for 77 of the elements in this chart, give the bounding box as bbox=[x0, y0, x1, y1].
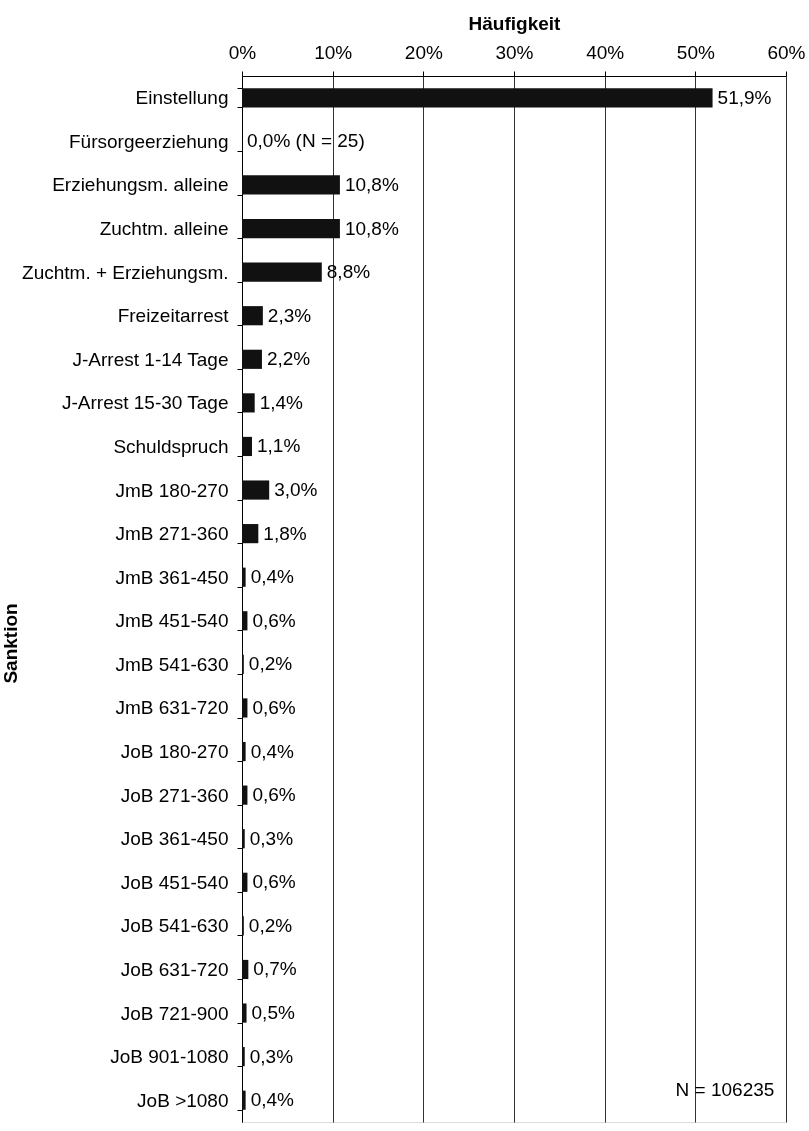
data-label: 0,6% bbox=[252, 784, 296, 806]
bar bbox=[242, 306, 263, 326]
data-label: 2,2% bbox=[266, 348, 311, 370]
x-tick-label: 50% bbox=[676, 41, 715, 63]
data-label: 0,7% bbox=[253, 958, 297, 980]
data-label: 0,5% bbox=[251, 1002, 295, 1024]
y-tick-label: JoB 271-360 bbox=[120, 784, 229, 806]
y-tick-label: J-Arrest 1-14 Tage bbox=[72, 348, 229, 370]
y-tick-label: Einstellung bbox=[135, 87, 229, 109]
data-label: 0,3% bbox=[249, 827, 294, 849]
data-label: 0,4% bbox=[250, 1089, 295, 1111]
data-label: 0,6% bbox=[252, 696, 296, 718]
bar bbox=[242, 959, 249, 980]
data-label: 3,0% bbox=[274, 479, 318, 501]
data-label: 0,3% bbox=[249, 1045, 294, 1067]
bar bbox=[242, 698, 248, 718]
y-tick-label: JmB 541-630 bbox=[115, 653, 229, 675]
y-tick-label: JmB 180-270 bbox=[115, 479, 229, 501]
y-tick-label: JoB 361-450 bbox=[120, 828, 229, 850]
y-tick-label: Zuchtm. + Erziehungsm. bbox=[22, 261, 229, 283]
bar bbox=[242, 1003, 247, 1023]
y-axis-title: Sanktion bbox=[0, 603, 21, 684]
x-tick-label: 20% bbox=[404, 41, 443, 63]
bar bbox=[242, 88, 713, 108]
y-tick-label: JmB 361-450 bbox=[115, 566, 229, 588]
y-tick-label: JoB >1080 bbox=[137, 1089, 229, 1111]
bar bbox=[242, 393, 255, 413]
bar bbox=[242, 524, 259, 544]
data-label: 0,6% bbox=[252, 609, 296, 631]
bar bbox=[242, 175, 340, 195]
y-tick-label: Freizeitarrest bbox=[117, 305, 230, 327]
bar bbox=[242, 785, 248, 805]
bar bbox=[242, 1047, 245, 1067]
y-tick-label: JoB 451-540 bbox=[120, 871, 229, 893]
y-tick-label: JoB 180-270 bbox=[120, 741, 229, 763]
bar bbox=[242, 872, 248, 892]
data-label: 0,2% bbox=[248, 914, 293, 936]
bar bbox=[242, 741, 246, 762]
y-tick-label: JmB 271-360 bbox=[115, 523, 229, 545]
bar bbox=[242, 1090, 246, 1110]
y-tick-label: JoB 721-900 bbox=[120, 1002, 229, 1024]
y-tick-label: JoB 631-720 bbox=[120, 958, 229, 980]
y-tick-label: JmB 451-540 bbox=[115, 610, 229, 632]
y-tick-label: Schuldspruch bbox=[113, 435, 229, 457]
data-label: 10,8% bbox=[344, 217, 399, 239]
y-tick-label: Erziehungsm. alleine bbox=[52, 174, 229, 196]
y-tick-label: Fürsorgeerziehung bbox=[69, 130, 229, 152]
bar bbox=[242, 436, 252, 457]
y-tick-label: Zuchtm. alleine bbox=[99, 218, 229, 240]
data-label: 0,4% bbox=[250, 740, 295, 762]
data-label: 10,8% bbox=[344, 173, 399, 195]
x-tick-label: 10% bbox=[314, 41, 353, 63]
data-label: 0,2% bbox=[248, 653, 293, 675]
data-label: 1,8% bbox=[263, 522, 307, 544]
y-tick-label: JmB 631-720 bbox=[115, 697, 229, 719]
y-tick-label: JoB 901-1080 bbox=[110, 1046, 229, 1068]
x-tick-label: 60% bbox=[767, 41, 806, 63]
bar bbox=[242, 611, 248, 631]
bar bbox=[242, 829, 245, 849]
y-tick-label: JoB 541-630 bbox=[120, 915, 229, 937]
data-label: 1,1% bbox=[256, 435, 301, 457]
data-label: 0,6% bbox=[252, 871, 296, 893]
data-label: 0,0% (N = 25) bbox=[247, 130, 365, 152]
data-label: 1,4% bbox=[259, 391, 304, 413]
bar bbox=[242, 349, 262, 369]
y-tick-label: J-Arrest 15-30 Tage bbox=[61, 392, 229, 414]
data-label: 51,9% bbox=[717, 86, 772, 108]
data-label: 2,3% bbox=[267, 304, 312, 326]
bar bbox=[242, 218, 340, 239]
bar bbox=[242, 567, 246, 587]
x-tick-label: 0% bbox=[228, 41, 257, 63]
bar bbox=[242, 480, 270, 500]
x-tick-label: 30% bbox=[495, 41, 534, 63]
x-tick-label: 40% bbox=[586, 41, 625, 63]
bar bbox=[242, 262, 322, 282]
x-axis-title: Häufigkeit bbox=[468, 12, 562, 34]
data-label: 0,4% bbox=[250, 566, 295, 588]
